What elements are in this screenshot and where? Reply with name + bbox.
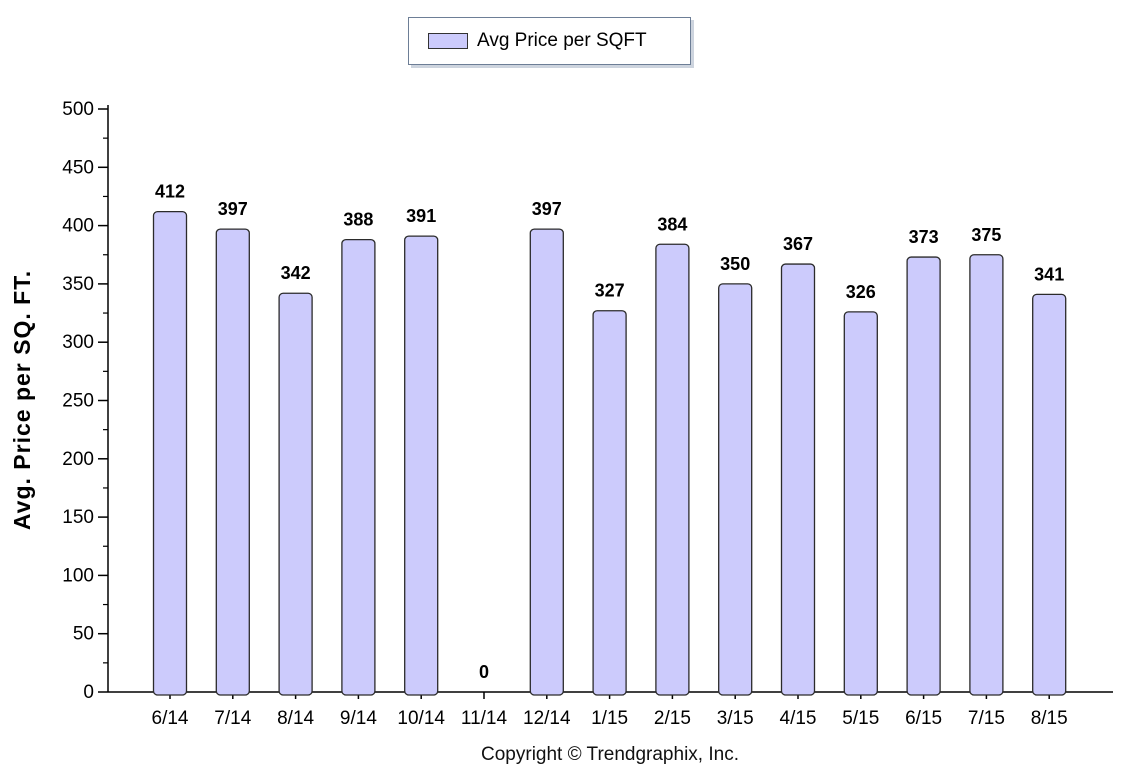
x-tick-label: 8/15 <box>1031 708 1068 729</box>
x-axis: 6/14 7/14 8/14 9/14 10/14 11/14 12/14 1/15 2/15 3… <box>108 691 1113 729</box>
legend-swatch <box>428 33 468 49</box>
x-tick-label: 10/14 <box>397 708 445 729</box>
bars <box>152 210 1067 696</box>
bar-value-label: 375 <box>971 225 1001 245</box>
bar-value-label: 350 <box>720 254 750 274</box>
y-tick-label: 100 <box>62 565 94 586</box>
bar <box>843 311 878 696</box>
bar <box>215 228 250 696</box>
bar <box>969 254 1004 696</box>
x-tick-label: 3/15 <box>717 708 754 729</box>
y-tick-label: 200 <box>62 449 94 470</box>
y-tick-label: 450 <box>62 157 94 178</box>
x-tick-label: 5/15 <box>842 708 879 729</box>
y-tick-label: 350 <box>62 274 94 295</box>
bar-value-label: 327 <box>595 281 625 301</box>
bar <box>655 243 690 696</box>
y-axis-title: Avg. Price per SQ. FT. <box>9 270 35 530</box>
x-tick-label: 7/15 <box>968 708 1005 729</box>
bar <box>278 292 313 696</box>
legend: Avg Price per SQFT <box>408 17 691 65</box>
x-tick-label: 2/15 <box>654 708 691 729</box>
bar-value-label: 397 <box>218 199 248 219</box>
bar <box>341 238 376 696</box>
bar-value-label: 391 <box>406 206 436 226</box>
bar <box>780 263 816 696</box>
bar-value-label: 384 <box>657 214 687 234</box>
bar <box>592 310 627 696</box>
y-tick-label: 400 <box>62 216 94 237</box>
x-tick-label: 6/14 <box>152 708 189 729</box>
y-tick-label: 500 <box>62 99 94 120</box>
x-tick-label: 12/14 <box>523 708 571 729</box>
bar <box>152 210 188 696</box>
bar-value-label: 397 <box>532 199 562 219</box>
x-tick-label: 6/15 <box>905 708 942 729</box>
y-tick-label: 0 <box>83 682 94 703</box>
x-tick-label: 7/14 <box>214 708 251 729</box>
y-tick-label: 150 <box>62 507 94 528</box>
bar-value-label: 367 <box>783 234 813 254</box>
bar-value-label: 373 <box>909 227 939 247</box>
bar <box>906 256 941 696</box>
bar-value-label: 342 <box>281 263 311 283</box>
y-tick-label: 50 <box>73 624 94 645</box>
copyright-text: Copyright © Trendgraphix, Inc. <box>481 744 739 765</box>
bar <box>718 283 753 696</box>
bar <box>404 235 439 696</box>
bar-value-label: 326 <box>846 282 876 302</box>
bar-value-label: 388 <box>343 210 373 230</box>
bar <box>1032 293 1067 696</box>
bar <box>529 228 564 696</box>
x-tick-label: 9/14 <box>340 708 377 729</box>
bar-value-label: 412 <box>155 182 185 202</box>
y-axis: 0 50 100 150 200 250 300 350 400 450 500 <box>62 99 109 703</box>
y-tick-label: 250 <box>62 391 94 412</box>
y-tick-label: 300 <box>62 332 94 353</box>
x-tick-label: 1/15 <box>591 708 628 729</box>
x-tick-label: 8/14 <box>277 708 314 729</box>
legend-label: Avg Price per SQFT <box>477 30 647 51</box>
bar-value-label: 341 <box>1034 264 1064 284</box>
bar-value-label: 0 <box>479 662 489 682</box>
value-labels: 412 397 342 388 391 0 397 327 384 350 367 326 373 375… <box>155 182 1064 682</box>
x-tick-label: 4/15 <box>780 708 817 729</box>
x-tick-label: 11/14 <box>461 708 508 729</box>
